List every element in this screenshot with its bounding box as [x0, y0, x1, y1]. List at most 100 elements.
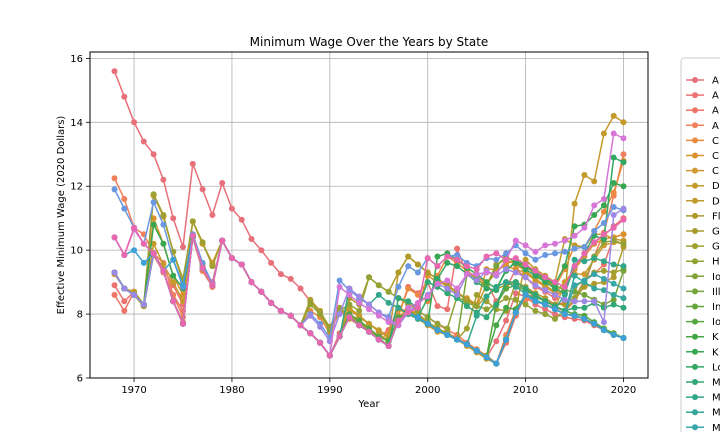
legend-entry: C — [686, 166, 719, 177]
data-point — [121, 93, 128, 100]
data-point — [238, 261, 245, 268]
data-point — [483, 253, 490, 260]
legend-entry: A — [686, 121, 719, 132]
data-point — [542, 287, 549, 294]
data-point — [414, 261, 421, 268]
data-point — [522, 250, 529, 257]
data-point — [268, 259, 275, 266]
data-point — [522, 285, 529, 292]
legend-entry: In — [686, 302, 720, 313]
data-point — [542, 274, 549, 281]
data-point — [512, 279, 519, 286]
data-point — [600, 202, 607, 209]
legend-marker — [692, 424, 698, 431]
data-point — [336, 283, 343, 290]
data-point — [160, 176, 167, 183]
legend-label: H — [712, 257, 720, 268]
data-point — [571, 312, 578, 319]
chart-title: Minimum Wage Over the Years by State — [250, 35, 489, 49]
data-point — [160, 240, 167, 247]
legend-marker — [692, 182, 698, 189]
data-point — [552, 291, 558, 298]
legend-marker — [692, 288, 698, 295]
data-point — [571, 272, 578, 279]
data-point — [405, 309, 412, 316]
data-point — [150, 151, 157, 158]
data-point — [434, 263, 441, 270]
legend-label: Io — [712, 272, 720, 283]
data-point — [620, 285, 627, 292]
data-point — [395, 304, 402, 311]
data-point — [581, 258, 588, 265]
data-point — [454, 245, 461, 252]
data-point — [111, 186, 118, 193]
legend-label: A — [712, 106, 719, 117]
data-point — [571, 304, 578, 311]
data-point — [610, 204, 617, 210]
plot-area-frame — [89, 51, 649, 379]
data-point — [581, 172, 588, 178]
data-point — [385, 299, 392, 306]
legend-marker — [692, 92, 698, 99]
data-point — [131, 224, 138, 231]
data-point — [287, 312, 294, 319]
y-axis-label: Effective Minimum Wage (2020 Dollars) — [56, 116, 67, 315]
data-point — [522, 261, 529, 268]
legend-entry: C — [686, 151, 719, 162]
data-point — [287, 275, 294, 282]
data-point — [111, 175, 118, 182]
data-point — [180, 282, 186, 289]
data-point — [620, 267, 627, 274]
data-point — [356, 312, 363, 319]
x-tick-label: 1990 — [317, 385, 342, 396]
data-point — [463, 271, 470, 278]
data-point — [189, 218, 196, 225]
data-point — [581, 315, 588, 322]
legend-label: Fl — [712, 211, 720, 222]
data-point — [552, 315, 558, 322]
data-point — [581, 298, 588, 305]
data-point — [483, 285, 490, 292]
data-point — [405, 253, 412, 260]
data-point — [444, 290, 451, 297]
data-point — [610, 291, 617, 298]
legend-label: C — [712, 136, 719, 147]
data-point — [473, 271, 480, 278]
legend-entry: Lo — [686, 362, 720, 373]
data-point — [571, 282, 578, 289]
data-point — [503, 256, 510, 263]
legend-entry: Ill — [686, 287, 720, 298]
data-point — [434, 303, 441, 310]
data-point — [189, 160, 196, 167]
data-point — [434, 253, 441, 260]
data-point — [532, 248, 539, 255]
data-point — [170, 256, 177, 263]
data-point — [483, 314, 490, 321]
data-point — [248, 236, 255, 242]
data-point — [600, 287, 607, 294]
legend-label: M — [712, 408, 720, 419]
data-point — [307, 312, 314, 319]
data-point — [131, 291, 138, 298]
data-point — [542, 306, 549, 313]
data-point — [522, 242, 529, 249]
data-point — [375, 312, 382, 319]
data-point — [180, 244, 186, 250]
data-point — [600, 267, 607, 274]
data-point — [336, 311, 343, 318]
data-point — [600, 236, 607, 242]
data-point — [366, 274, 372, 281]
data-point — [199, 186, 206, 193]
data-point — [600, 231, 607, 238]
data-point — [620, 183, 627, 190]
data-point — [561, 248, 568, 255]
legend-entry: A — [686, 91, 719, 102]
legend-label: D — [712, 196, 720, 207]
data-point — [463, 341, 470, 348]
data-point — [454, 263, 461, 270]
data-point — [444, 325, 451, 332]
data-point — [591, 212, 598, 218]
data-point — [581, 224, 588, 231]
data-point — [307, 330, 314, 337]
data-point — [493, 322, 500, 329]
